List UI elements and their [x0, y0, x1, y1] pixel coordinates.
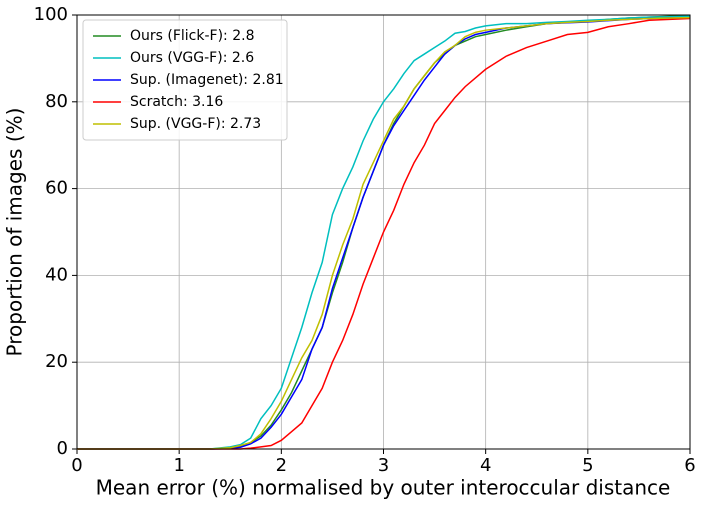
y-tick-label: 20 [45, 351, 68, 372]
series-line [77, 17, 691, 450]
y-tick-label: 80 [45, 91, 68, 112]
x-tick-label: 3 [378, 455, 389, 476]
x-tick-label: 1 [173, 455, 184, 476]
series-line [77, 16, 691, 450]
plot-frame [76, 14, 691, 450]
x-tick-label: 4 [480, 455, 491, 476]
legend-label: Sup. (VGG-F): 2.73 [130, 116, 261, 132]
y-tick-label: 0 [57, 438, 68, 459]
y-tick-label: 60 [45, 178, 68, 199]
x-tick-label: 5 [582, 455, 593, 476]
legend-box [82, 19, 288, 141]
series-line [77, 15, 691, 450]
y-axis-label: Proportion of images (%) [3, 108, 27, 357]
legend-label: Sup. (Imagenet): 2.81 [130, 72, 284, 88]
legend-label: Ours (Flick-F): 2.8 [130, 28, 255, 44]
legend-label: Scratch: 3.16 [130, 94, 223, 110]
y-tick-label: 100 [34, 4, 68, 25]
x-tick-label: 0 [71, 455, 82, 476]
x-tick-label: 2 [276, 455, 287, 476]
x-tick-label: 6 [684, 455, 695, 476]
legend-label: Ours (VGG-F): 2.6 [130, 50, 254, 66]
x-axis-label: Mean error (%) normalised by outer inter… [96, 476, 671, 500]
y-tick-label: 40 [45, 264, 68, 285]
